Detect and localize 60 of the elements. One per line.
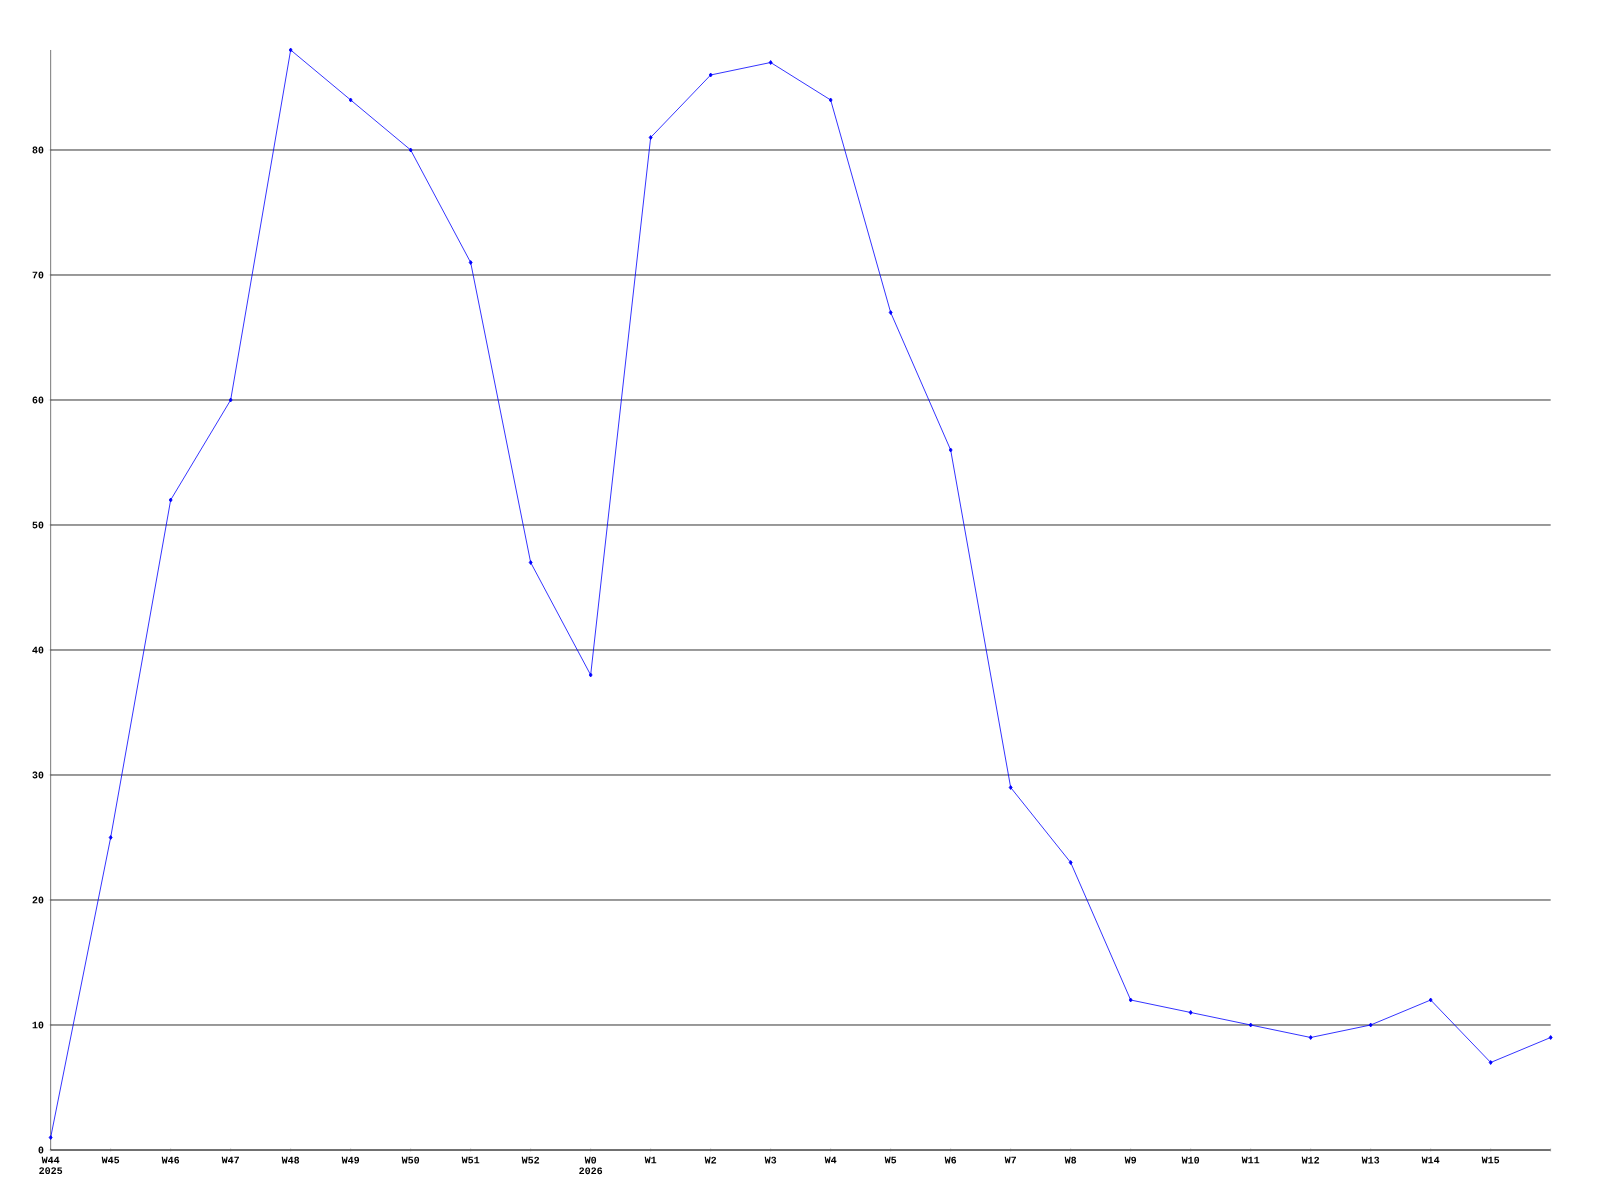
x-tick-label: W46 — [161, 1156, 180, 1164]
x-tick-label: W51 — [461, 1156, 480, 1164]
y-tick-label: 10 — [32, 1021, 44, 1029]
y-tick-label: 0 — [38, 1146, 44, 1154]
point — [1488, 1060, 1493, 1065]
point — [408, 147, 413, 153]
point — [228, 397, 233, 403]
y-tick-label: 50 — [32, 521, 44, 529]
x-tick-label: W48 — [281, 1156, 300, 1164]
point — [468, 260, 473, 265]
point — [348, 97, 353, 103]
point — [528, 560, 533, 565]
point — [168, 497, 173, 503]
point — [1368, 1022, 1373, 1028]
point — [108, 835, 113, 840]
x-tick-label: W45 — [101, 1156, 120, 1164]
x-tick-label: W12 — [1301, 1156, 1320, 1164]
x-tick-label: W52 — [521, 1156, 540, 1164]
point — [648, 135, 653, 140]
point — [1008, 785, 1013, 790]
x-tick-label: W11 — [1241, 1156, 1260, 1164]
x-tick-label: W49 — [341, 1156, 360, 1164]
x-tick-label: W7 — [1004, 1156, 1016, 1164]
y-tick-label: 70 — [32, 271, 44, 279]
point — [1188, 1010, 1193, 1015]
x-tick-label: W10 — [1181, 1156, 1200, 1164]
x-tick-label: W2 — [704, 1156, 717, 1164]
x-tick-label: W1 — [644, 1156, 657, 1164]
x-tick-label: W8 — [1064, 1156, 1077, 1164]
x-tick-label: W0 2026 — [579, 1156, 603, 1175]
point — [1128, 997, 1133, 1003]
x-tick-label: W13 — [1361, 1156, 1380, 1164]
x-tick-label: W44 2025 — [39, 1156, 63, 1175]
y-tick-label: 30 — [32, 771, 44, 779]
x-tick-label: W47 — [221, 1156, 239, 1164]
point — [1548, 1035, 1553, 1040]
point — [288, 47, 293, 53]
x-tick-label: W14 — [1421, 1156, 1440, 1164]
x-tick-label: W50 — [401, 1156, 420, 1164]
x-tick-label: W6 — [944, 1156, 957, 1164]
point — [888, 310, 893, 315]
point — [1068, 860, 1073, 865]
point — [1248, 1022, 1253, 1028]
point — [948, 447, 953, 453]
y-tick-label: 60 — [32, 396, 44, 404]
point — [768, 60, 773, 65]
x-tick-label: W4 — [824, 1156, 837, 1164]
point — [708, 72, 713, 78]
x-tick-label: W15 — [1481, 1156, 1500, 1164]
point — [588, 672, 593, 678]
x-tick-label: W3 — [764, 1156, 777, 1164]
y-tick-label: 20 — [32, 896, 44, 904]
point — [1308, 1035, 1313, 1040]
point — [48, 1135, 53, 1140]
point — [1428, 997, 1433, 1003]
y-tick-label: 80 — [32, 146, 44, 154]
x-tick-label: W9 — [1124, 1156, 1137, 1164]
y-tick-label: 40 — [32, 646, 44, 654]
x-tick-label: W5 — [884, 1156, 897, 1164]
point — [828, 97, 833, 103]
